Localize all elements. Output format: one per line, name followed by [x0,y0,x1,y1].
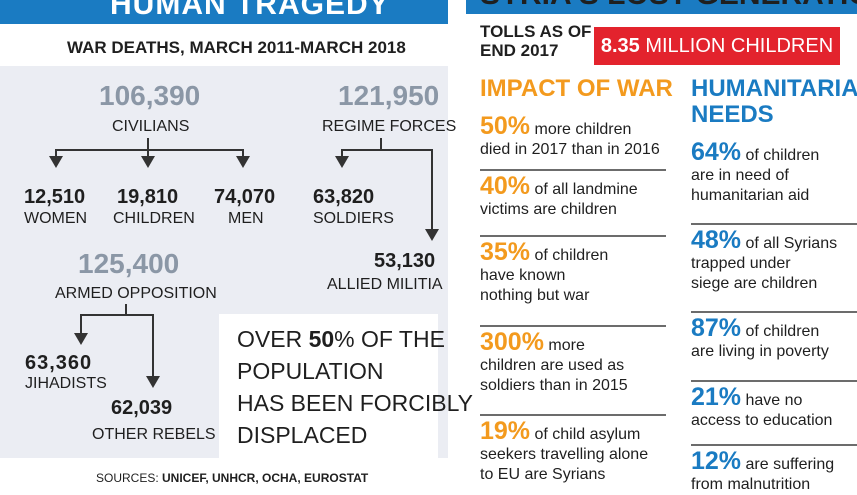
children-kpi-badge: 8.35 MILLION CHILDREN [594,27,840,65]
opposition-label: ARMED OPPOSITION [55,285,217,302]
jihadists-value: 63,360 [25,352,93,374]
needs-item-1: 64% of children are in need of humanitar… [691,138,820,205]
soldiers-label: SOLDIERS [313,210,394,227]
displaced-line-2: POPULATION [237,358,384,384]
right-banner-title: SYRIA'S LOST GENERATION [480,0,857,12]
tolls-line-1: TOLLS AS OF [480,22,592,41]
sources-note: SOURCES: UNICEF, UNHCR, OCHA, EUROSTAT [96,471,369,485]
opposition-value: 125,400 [78,248,180,279]
tolls-label: TOLLS AS OF END 2017 [480,22,591,60]
militia-arrow-icon [425,229,439,241]
rebels-arrow-icon [146,376,160,388]
impact-divider [480,414,666,416]
impact-item-3: 35% of children have known nothing but w… [480,238,609,305]
opposition-connector [125,304,127,315]
militia-label: ALLIED MILITIA [327,276,443,293]
impact-heading: IMPACT OF WAR [480,75,673,102]
women-value: 12,510 [24,186,86,208]
needs-item-3: 87% of children are living in poverty [691,314,829,361]
displaced-line-1: OVER 50% OF THE [237,326,445,352]
impact-item-5: 19% of child asylum seekers travelling a… [480,417,649,484]
men-arrow-icon [236,156,250,168]
left-banner: HUMAN TRAGEDY [0,0,448,24]
men-value: 74,070 [214,186,276,208]
displaced-line-4: DISPLACED [237,422,368,448]
women-label: WOMEN [24,210,88,227]
right-banner [466,0,857,14]
needs-item-4: 21% have no access to education [691,383,833,430]
impact-item-1: 50% more children died in 2017 than in 2… [480,112,660,159]
impact-divider [480,235,666,237]
civilians-label: CIVILIANS [112,118,190,135]
jihadists-connector [80,314,82,337]
children-label: CHILDREN [113,210,195,227]
soldiers-value: 63,820 [313,186,375,208]
civilians-connector [147,138,149,150]
regime-branch [341,149,433,151]
civilians-branch [55,149,243,151]
children-connector [147,149,149,161]
needs-divider [691,223,857,225]
jihadists-label: JIHADISTS [25,375,107,392]
regime-forces-value: 121,950 [338,80,440,111]
jihadists-arrow-icon [74,333,88,345]
women-connector [55,149,57,161]
needs-divider [691,444,857,446]
displaced-line-3: HAS BEEN FORCIBLY [237,390,474,416]
rebels-value: 62,039 [111,397,173,419]
war-deaths-subtitle: WAR DEATHS, MARCH 2011-MARCH 2018 [67,38,406,57]
rebels-connector [152,314,154,378]
needs-divider [691,311,857,313]
soldiers-connector [341,149,343,161]
tolls-line-2: END 2017 [480,41,559,60]
impact-divider [480,169,666,171]
needs-divider [691,380,857,382]
militia-connector [431,149,433,231]
displaced-callout [219,314,438,458]
men-label: MEN [228,210,264,227]
children-arrow-icon [141,156,155,168]
impact-item-2: 40% of all landmine victims are children [480,172,638,219]
civilians-value: 106,390 [99,80,201,111]
women-arrow-icon [49,156,63,168]
needs-item-2: 48% of all Syrians trapped under siege a… [691,226,838,293]
opposition-branch [80,314,153,316]
militia-value: 53,130 [374,250,436,272]
rebels-label: OTHER REBELS [92,426,216,443]
impact-item-4: 300% more children are used as soldiers … [480,328,628,395]
needs-item-5: 12% are suffering from malnutrition [691,447,835,494]
impact-divider [480,325,666,327]
men-connector [242,149,244,161]
regime-connector [380,138,382,150]
children-value: 19,810 [117,186,179,208]
kpi-label: MILLION CHILDREN [639,35,834,57]
soldiers-arrow-icon [335,156,349,168]
kpi-value: 8.35 [600,35,640,57]
regime-forces-label: REGIME FORCES [322,118,457,135]
left-banner-title: HUMAN TRAGEDY [110,0,390,21]
